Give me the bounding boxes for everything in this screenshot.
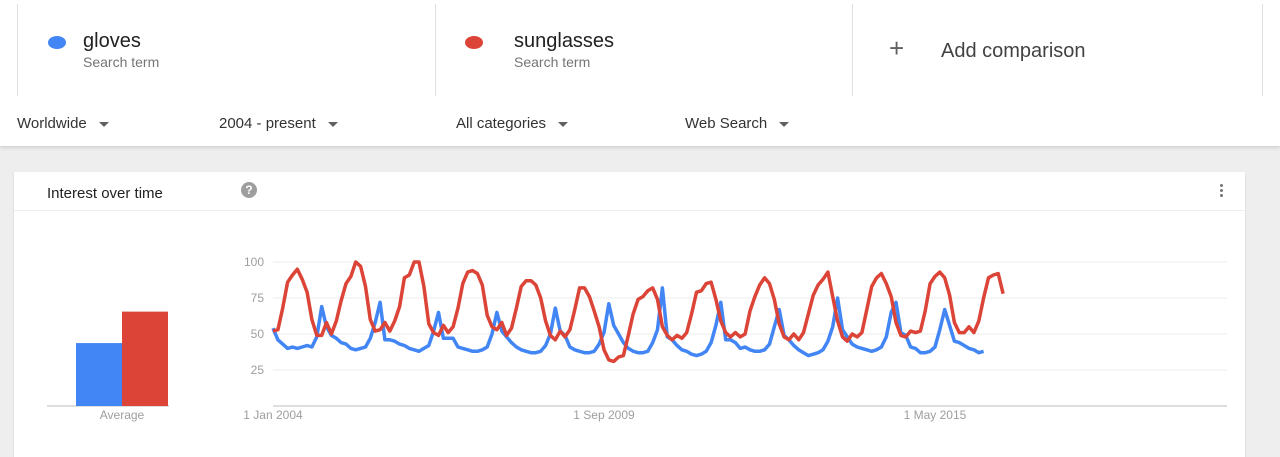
filter-bar: Worldwide 2004 - present All categories … [0, 97, 1280, 147]
interest-over-time-card: Interest over time ? Average 25 50 75 100 1 J… [14, 172, 1245, 457]
caret-down-icon [558, 121, 569, 127]
term-card-sunglasses[interactable]: sunglasses Search term [436, 4, 853, 96]
average-bar-sunglasses [122, 311, 168, 406]
region-value: Worldwide [17, 115, 87, 132]
search-type-dropdown[interactable]: Web Search [685, 115, 790, 132]
time-range-value: 2004 - present [219, 115, 316, 132]
term-subtitle: Search term [514, 54, 591, 70]
caret-down-icon [327, 121, 338, 127]
gloves-color-dot [48, 36, 66, 49]
add-comparison-label: Add comparison [941, 40, 1086, 62]
series-line-sunglasses [272, 260, 1005, 364]
region-dropdown[interactable]: Worldwide [17, 115, 109, 132]
average-bar-gloves [76, 343, 122, 406]
y-tick-label: 100 [244, 255, 264, 269]
card-title: Interest over time [47, 185, 163, 202]
y-tick-label: 75 [251, 291, 265, 305]
y-tick-label: 25 [251, 363, 265, 377]
sunglasses-color-dot [465, 36, 483, 49]
average-label: Average [100, 408, 145, 422]
add-comparison-button[interactable]: + Add comparison [853, 4, 1263, 96]
term-card-gloves[interactable]: gloves Search term [17, 4, 436, 96]
term-subtitle: Search term [83, 54, 160, 70]
caret-down-icon [98, 121, 109, 127]
category-value: All categories [456, 115, 547, 132]
category-dropdown[interactable]: All categories [456, 115, 569, 132]
more-vert-icon[interactable] [1220, 184, 1224, 200]
series-line-gloves [271, 286, 985, 358]
interest-chart: Average 25 50 75 100 1 Jan 2004 1 Sep 2009 1 Ma… [47, 255, 1227, 422]
caret-down-icon [779, 121, 790, 127]
card-header: Interest over time ? [14, 172, 1245, 211]
y-tick-label: 50 [251, 327, 265, 341]
time-range-dropdown[interactable]: 2004 - present [219, 115, 338, 132]
plus-icon: + [889, 33, 905, 63]
x-tick-label: 1 May 2015 [904, 408, 967, 422]
search-type-value: Web Search [685, 115, 768, 132]
x-tick-label: 1 Jan 2004 [243, 408, 303, 422]
x-tick-label: 1 Sep 2009 [573, 408, 635, 422]
term-name[interactable]: gloves [83, 30, 141, 52]
terms-bar: gloves Search term sunglasses Search ter… [0, 0, 1280, 97]
term-name[interactable]: sunglasses [514, 30, 615, 52]
help-icon[interactable]: ? [241, 182, 257, 198]
